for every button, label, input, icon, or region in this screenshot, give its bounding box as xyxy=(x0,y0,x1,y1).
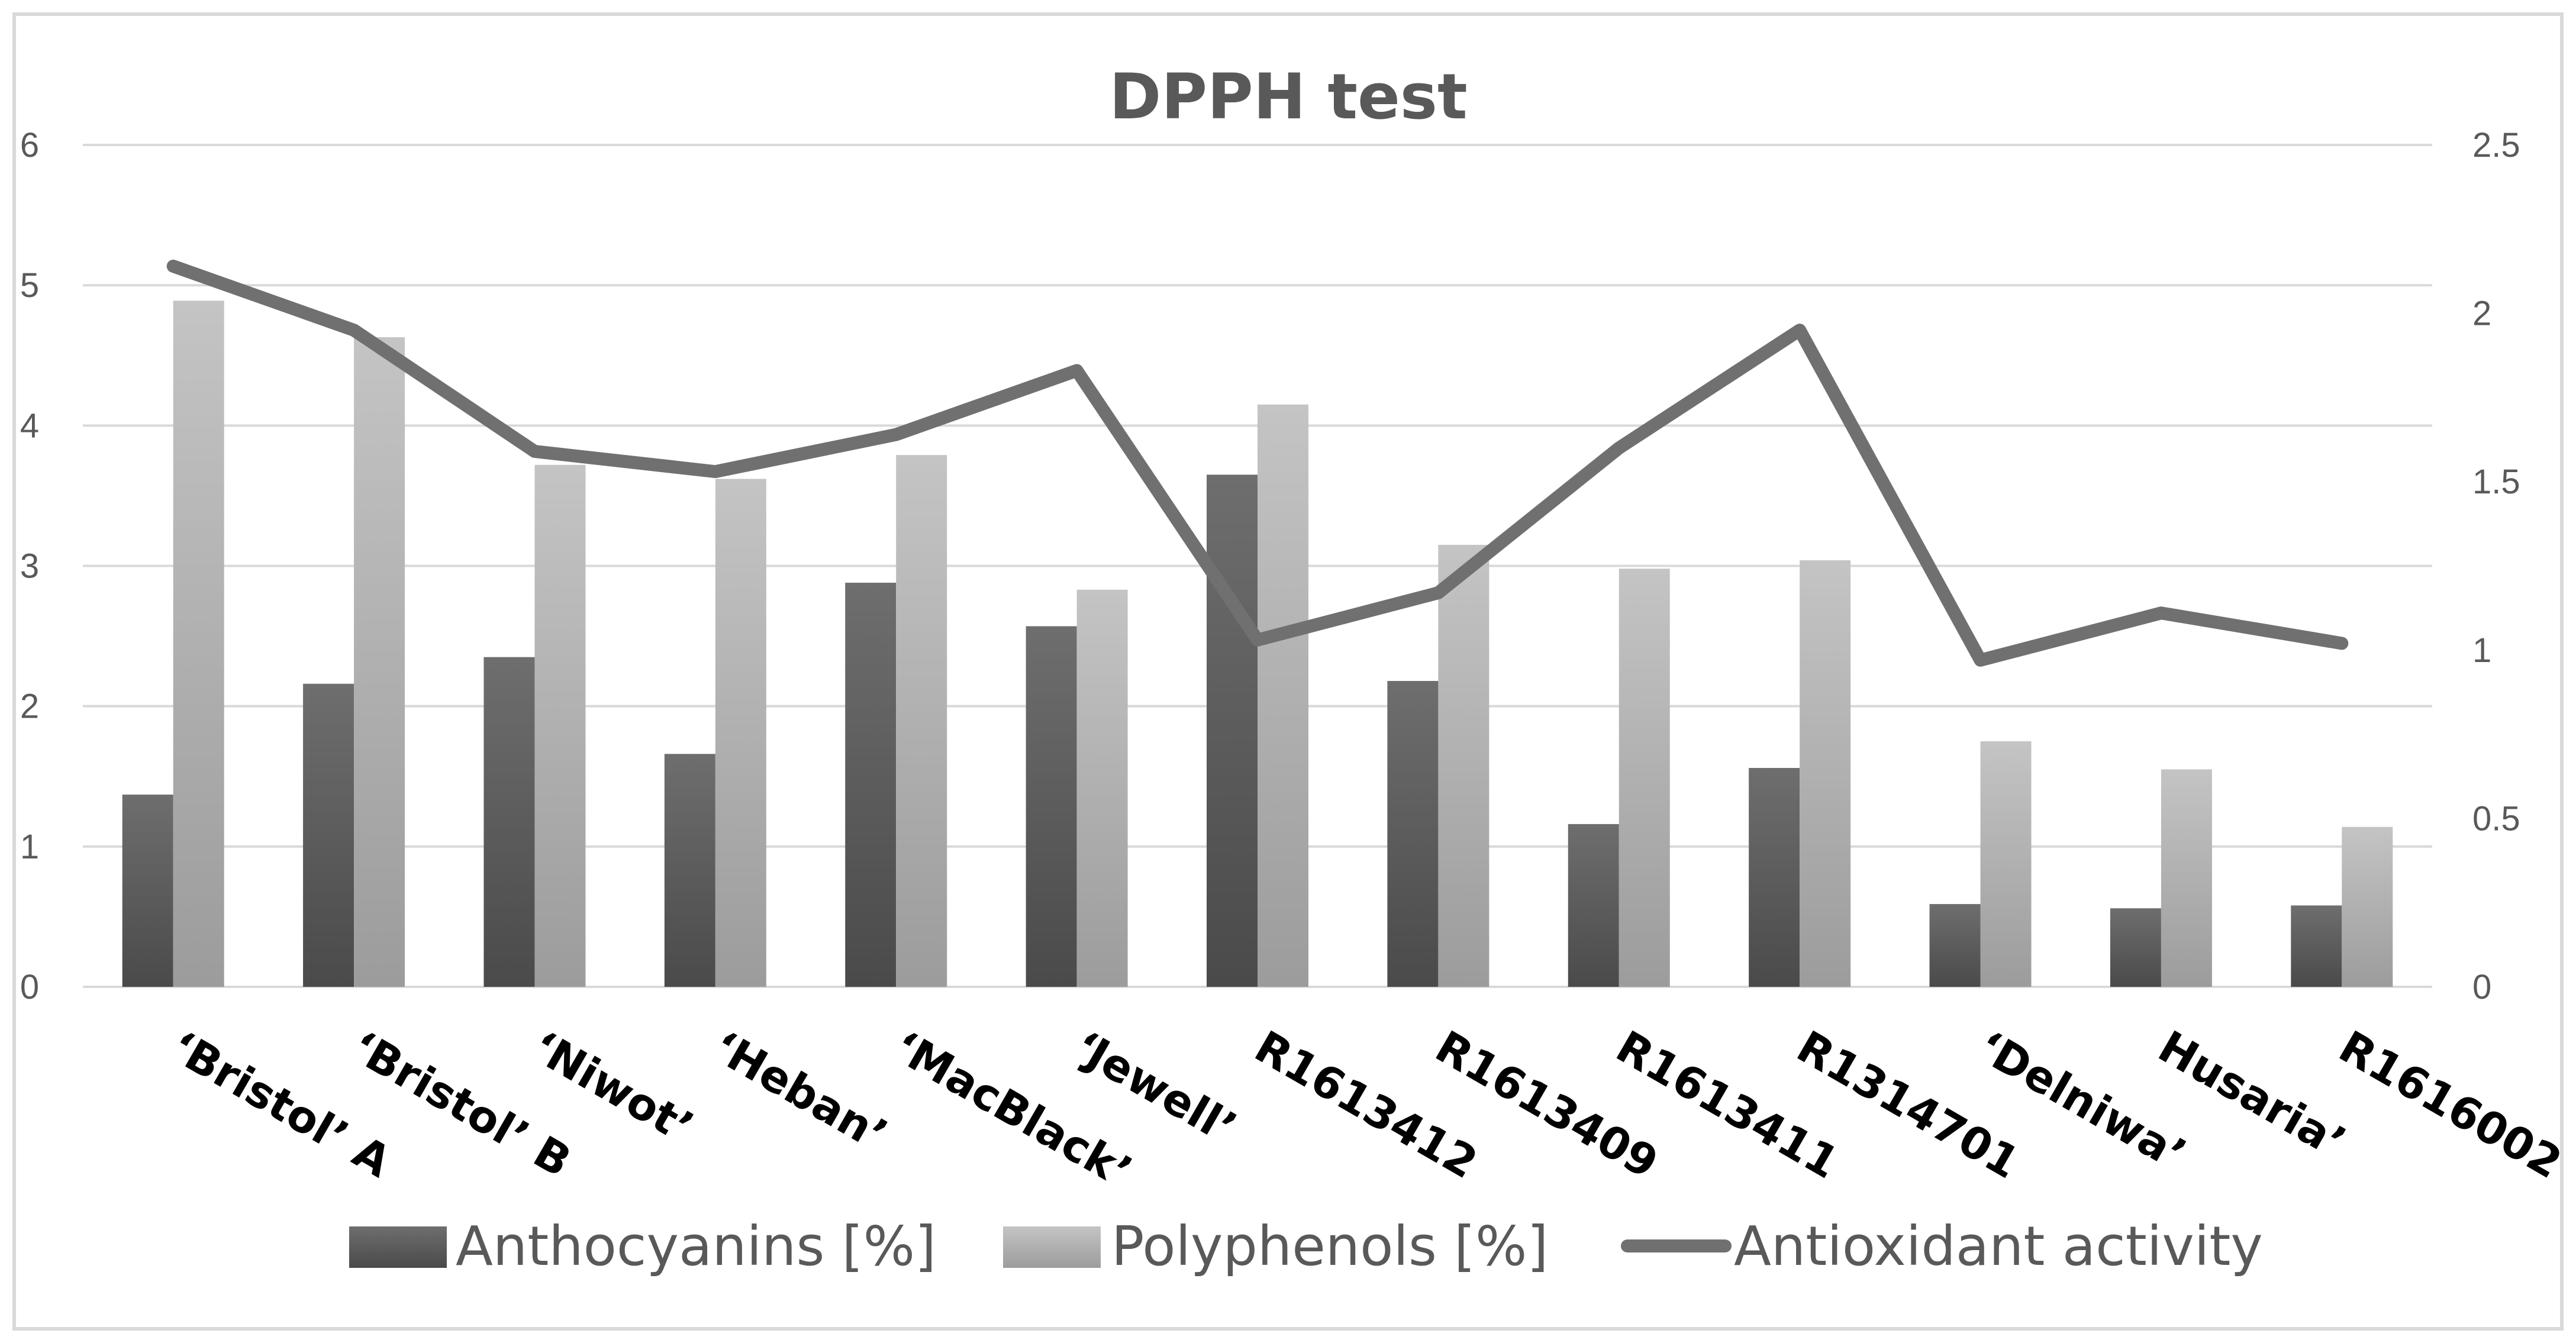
left-tick-label: 5 xyxy=(20,266,39,305)
bar-polyphenols xyxy=(1258,404,1308,987)
antioxidant-point xyxy=(350,327,358,334)
bar-polyphenols xyxy=(2342,827,2393,987)
bar-polyphenols xyxy=(534,464,586,987)
bar-anthocyanins xyxy=(483,657,535,987)
legend-swatch-anthocyanins xyxy=(349,1226,447,1268)
bar-polyphenols xyxy=(715,479,766,987)
bars xyxy=(122,301,2393,987)
bar-anthocyanins xyxy=(664,754,715,987)
bar-anthocyanins xyxy=(1749,768,1800,987)
left-tick-label: 6 xyxy=(20,126,39,164)
antioxidant-point xyxy=(2338,640,2346,647)
legend-label-antioxidant: Antioxidant activity xyxy=(1734,1215,2263,1278)
bar-polyphenols xyxy=(1619,569,1670,987)
antioxidant-line-layer xyxy=(166,259,2349,667)
legend: Anthocyanins [%] Polyphenols [%] Antioxi… xyxy=(349,1215,2263,1278)
bar-anthocyanins xyxy=(845,582,897,987)
bar-anthocyanins xyxy=(1026,626,1077,987)
left-tick-label: 1 xyxy=(20,828,39,866)
legend-label-polyphenols: Polyphenols [%] xyxy=(1111,1215,1548,1278)
bar-polyphenols xyxy=(1980,741,2032,987)
left-tick-label: 0 xyxy=(20,968,39,1006)
antioxidant-point xyxy=(892,431,900,438)
chart-title: DPPH test xyxy=(1109,60,1467,133)
bar-polyphenols xyxy=(896,455,947,987)
legend-swatch-polyphenols xyxy=(1003,1226,1101,1268)
antioxidant-point xyxy=(711,468,719,476)
antioxidant-point xyxy=(531,447,539,455)
right-tick-label: 2 xyxy=(2472,295,2491,333)
bar-anthocyanins xyxy=(1568,824,1619,987)
bar-anthocyanins xyxy=(303,683,354,987)
antioxidant-point xyxy=(1977,656,1984,664)
bar-polyphenols xyxy=(1438,544,1489,987)
bar-anthocyanins xyxy=(1207,474,1258,987)
antioxidant-point xyxy=(1615,444,1623,452)
right-tick-label: 1.5 xyxy=(2472,463,2520,501)
right-axis-ticks: 0 0.5 1 1.5 2 2.5 xyxy=(2472,126,2520,1006)
left-axis-ticks: 0 1 2 3 4 5 6 xyxy=(20,126,39,1006)
left-tick-label: 4 xyxy=(20,406,39,445)
antioxidant-point xyxy=(1073,367,1081,375)
legend-label-anthocyanins: Anthocyanins [%] xyxy=(456,1215,936,1278)
left-tick-label: 2 xyxy=(20,687,39,726)
antioxidant-point xyxy=(2157,609,2165,617)
bar-anthocyanins xyxy=(2291,905,2342,987)
antioxidant-point xyxy=(1254,636,1261,644)
right-tick-label: 0 xyxy=(2472,968,2491,1006)
antioxidant-point xyxy=(1796,327,1804,334)
bar-anthocyanins xyxy=(122,795,173,987)
bar-anthocyanins xyxy=(1387,680,1439,987)
bar-anthocyanins xyxy=(1929,904,1981,987)
bar-polyphenols xyxy=(1076,589,1128,987)
right-tick-label: 1 xyxy=(2472,631,2491,670)
right-tick-label: 0.5 xyxy=(2472,799,2520,838)
bar-polyphenols xyxy=(2161,769,2212,987)
antioxidant-point xyxy=(1434,589,1442,597)
bar-polyphenols xyxy=(354,337,405,987)
bar-anthocyanins xyxy=(2110,908,2161,987)
left-tick-label: 3 xyxy=(20,547,39,586)
bar-polyphenols xyxy=(1800,560,1851,987)
antioxidant-point xyxy=(169,262,177,270)
bar-polyphenols xyxy=(173,301,224,987)
right-tick-label: 2.5 xyxy=(2472,126,2520,164)
